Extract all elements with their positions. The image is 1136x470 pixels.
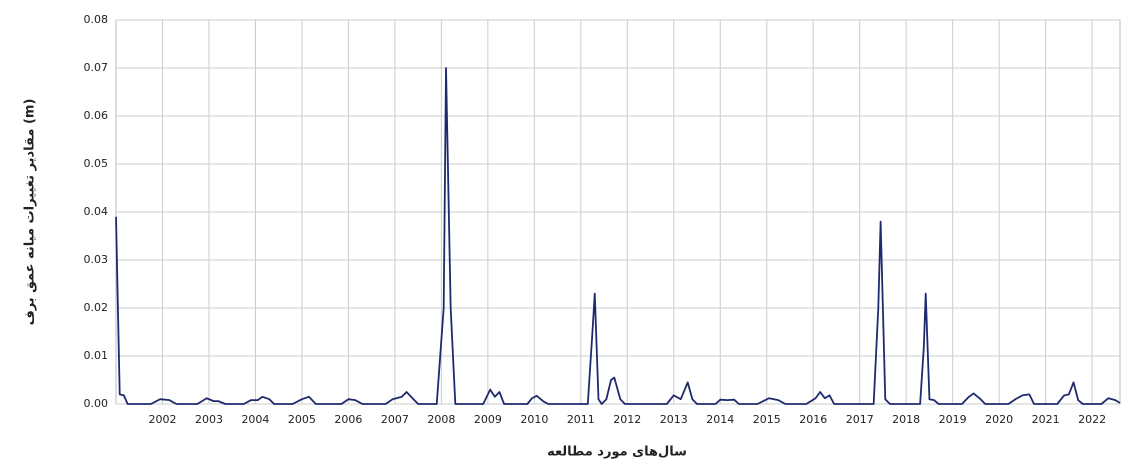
y-tick-label: 0.02 xyxy=(84,301,109,314)
y-tick-label: 0.03 xyxy=(84,253,109,266)
x-tick-label: 2006 xyxy=(334,413,362,426)
x-tick-label: 2014 xyxy=(706,413,734,426)
x-tick-label: 2007 xyxy=(381,413,409,426)
x-tick-label: 2008 xyxy=(427,413,455,426)
x-tick-label: 2021 xyxy=(1032,413,1060,426)
x-axis-title: سال‌های مورد مطالعه xyxy=(547,445,687,460)
x-tick-label: 2016 xyxy=(799,413,827,426)
x-tick-label: 2012 xyxy=(613,413,641,426)
y-tick-label: 0.01 xyxy=(84,349,109,362)
x-tick-label: 2018 xyxy=(892,413,920,426)
x-tick-label: 2009 xyxy=(474,413,502,426)
x-tick-label: 2015 xyxy=(753,413,781,426)
y-tick-label: 0.08 xyxy=(84,13,109,26)
y-tick-label: 0.07 xyxy=(84,61,109,74)
x-tick-label: 2003 xyxy=(195,413,223,426)
x-tick-label: 2002 xyxy=(148,413,176,426)
y-axis-title: مقادیر تغییرات میانه عمق برف (m) xyxy=(23,99,38,326)
x-tick-label: 2017 xyxy=(846,413,874,426)
x-tick-label: 2010 xyxy=(520,413,548,426)
y-tick-label: 0.05 xyxy=(84,157,109,170)
x-tick-label: 2020 xyxy=(985,413,1013,426)
x-tick-label: 2005 xyxy=(288,413,316,426)
x-tick-label: 2022 xyxy=(1078,413,1106,426)
x-tick-label: 2011 xyxy=(567,413,595,426)
x-tick-label: 2004 xyxy=(241,413,269,426)
x-tick-label: 2019 xyxy=(939,413,967,426)
data-line xyxy=(115,67,1121,405)
x-tick-label: 2013 xyxy=(660,413,688,426)
y-tick-label: 0.06 xyxy=(84,109,109,122)
y-tick-label: 0.04 xyxy=(84,205,109,218)
y-tick-label: 0.00 xyxy=(84,397,109,410)
